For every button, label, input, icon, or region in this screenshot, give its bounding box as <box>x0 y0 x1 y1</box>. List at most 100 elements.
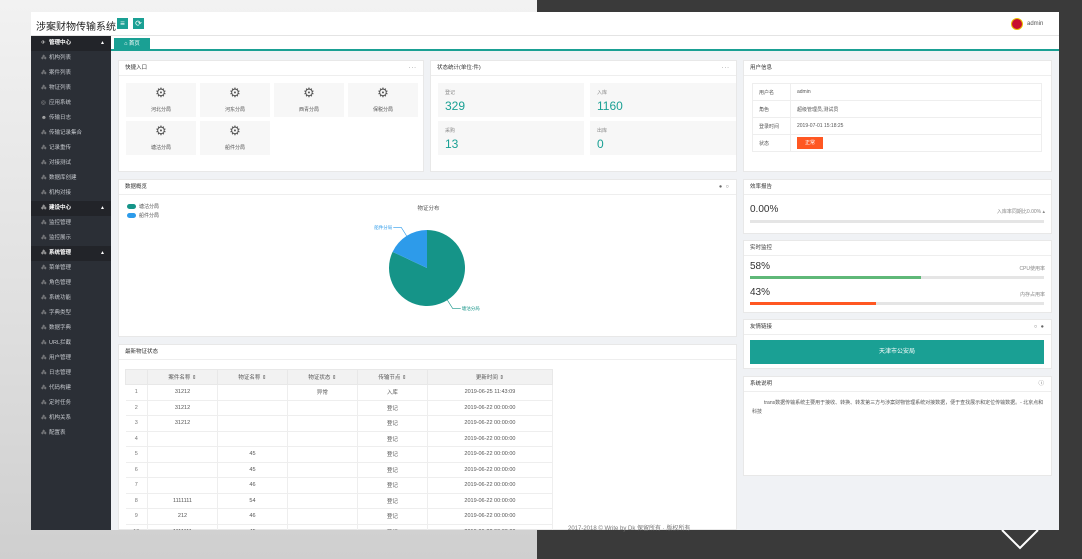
user-key: 用户名 <box>752 83 791 101</box>
sidebar-item-label: 角色管理 <box>49 280 72 286</box>
gear-icon: ⚙ <box>229 85 241 100</box>
sidebar-item[interactable]: ⁂ 监控展示 <box>31 231 111 246</box>
table-cell <box>217 431 288 447</box>
table-row[interactable]: 1 31212 异常 入库 2019-06-25 11:43:09 <box>125 384 554 401</box>
table-row[interactable]: 3 31212 登记 2019-06-22 00:00:00 <box>125 415 554 432</box>
table-row[interactable]: 8 1111111 54 登记 2019-06-22 00:00:00 <box>125 493 554 509</box>
recent-evidence-title: 最新物证状态 <box>119 345 736 360</box>
pager-dots-icon[interactable]: ○ ● <box>1033 324 1045 330</box>
sidebar-item-label: 案件列表 <box>49 70 72 76</box>
user-value: 超级管理员,测试员 <box>790 100 1042 118</box>
sidebar-item[interactable]: ⁂ 传输记录集合 <box>31 126 111 141</box>
sidebar-item[interactable]: ⁂ 对接测试 <box>31 156 111 171</box>
pager-dots-icon[interactable]: ● ○ <box>718 184 730 190</box>
quick-entry[interactable]: ⚙ 保税分局 <box>348 83 418 117</box>
pie-slice[interactable] <box>392 230 427 268</box>
sidebar-item[interactable]: ⁂ 用户管理 <box>31 351 111 366</box>
column-header[interactable]: 物证名称 ⇕ <box>216 369 288 385</box>
table-cell: 45 <box>217 446 288 463</box>
table-row[interactable]: 4 登记 2019-06-22 00:00:00 <box>125 431 554 447</box>
link-tianjin-police-button[interactable]: 天津市公安局 <box>750 340 1044 364</box>
sidebar-item-label: 对接测试 <box>49 160 72 166</box>
column-header[interactable] <box>125 369 148 385</box>
sidebar-item[interactable]: ⁂ 代码构建 <box>31 381 111 396</box>
pie-label-line <box>393 227 407 237</box>
table-row[interactable]: 9 212 46 登记 2019-06-22 00:00:00 <box>125 508 554 525</box>
tab-home[interactable]: ⌂ 首页 <box>114 38 150 51</box>
sidebar-item-label: 系统功能 <box>49 295 72 301</box>
legend-item[interactable]: 船件分局 <box>127 212 159 219</box>
table-cell: 2019-06-22 00:00:00 <box>427 431 554 447</box>
quick-entry-label: 塘沽分局 <box>150 145 171 151</box>
efficiency-value: 0.00% <box>750 204 779 215</box>
sidebar-item[interactable]: ⁂ 案件列表 <box>31 66 111 81</box>
username[interactable]: admin <box>1027 21 1044 27</box>
sidebar-item[interactable]: ⁂ 日志管理 <box>31 366 111 381</box>
status-stats-title: 状态统计(单位:件) <box>437 65 481 71</box>
sidebar-group[interactable]: ⁂ 系统管理 ▲ <box>31 246 111 261</box>
sidebar-item-label: 数据字典 <box>49 325 72 331</box>
sidebar-item[interactable]: ⁂ 机构对接 <box>31 186 111 201</box>
sidebar-group[interactable]: ⁂ 建设中心 ▲ <box>31 201 111 216</box>
quick-entry[interactable]: ⚙ 河北分局 <box>126 83 196 117</box>
quick-entry[interactable]: ⚙ 河东分局 <box>200 83 270 117</box>
sidebar-item[interactable]: ⁂ 角色管理 <box>31 276 111 291</box>
table-row[interactable]: 2 31212 登记 2019-06-22 00:00:00 <box>125 400 554 416</box>
quick-entry-label: 河东分局 <box>224 107 245 113</box>
stat-value: 13 <box>445 137 459 151</box>
menu-icon: ⁂ <box>41 190 47 196</box>
sidebar-item[interactable]: ⁂ URL拦截 <box>31 336 111 351</box>
column-header[interactable]: 更新时间 ⇕ <box>426 369 554 385</box>
sidebar-group[interactable]: ✈ 管理中心 ▲ <box>31 36 111 51</box>
sidebar-item[interactable]: ⁂ 字典类型 <box>31 306 111 321</box>
stat-label: 出库 <box>597 128 608 134</box>
sidebar-item[interactable]: ◎ 应用系统 <box>31 96 111 111</box>
more-icon[interactable]: ··· <box>408 65 417 71</box>
info-icon[interactable]: ⓘ <box>1038 381 1045 387</box>
avatar[interactable] <box>1011 18 1023 30</box>
quick-entry[interactable]: ⚙ 塘沽分局 <box>126 121 196 155</box>
sidebar-item[interactable]: ⁂ 定时任务 <box>31 396 111 411</box>
sidebar-item[interactable]: ⁂ 机构列表 <box>31 51 111 66</box>
sidebar-item[interactable]: ⁂ 记录重传 <box>31 141 111 156</box>
user-value: 2019-07-01 15:18:25 <box>790 117 1042 135</box>
menu-icon: ⁂ <box>41 70 47 76</box>
chevron-down-icon[interactable] <box>1000 528 1040 550</box>
sidebar-item[interactable]: ⁂ 数据字典 <box>31 321 111 336</box>
column-header[interactable]: 物证状态 ⇕ <box>286 369 358 385</box>
recent-evidence-table: 案件名称 ⇕ 物证名称 ⇕ 物证状态 ⇕ 传输节点 ⇕ 更新时间 ⇕ 1 31212 异常 入库… <box>125 369 554 530</box>
table-row[interactable]: 5 45 登记 2019-06-22 00:00:00 <box>125 446 554 463</box>
quick-entry-label: 河北分局 <box>150 107 171 113</box>
sidebar-item[interactable]: ⁂ 监控管理 <box>31 216 111 231</box>
quick-entry[interactable]: ⚙ 西青分局 <box>274 83 344 117</box>
menu-toggle-icon[interactable]: ≡ <box>117 18 128 29</box>
sidebar-item[interactable]: ⁂ 菜单管理 <box>31 261 111 276</box>
sidebar-item[interactable]: ⁂ 系统功能 <box>31 291 111 306</box>
sidebar-item[interactable]: ⁂ 数据库创建 <box>31 171 111 186</box>
menu-icon: ⁂ <box>41 415 47 421</box>
table-cell: 3 <box>125 415 148 432</box>
menu-icon: ⁂ <box>41 160 47 166</box>
sidebar-item[interactable]: ⁂ 物证列表 <box>31 81 111 96</box>
quick-entry-label: 保税分局 <box>372 107 393 113</box>
table-cell <box>217 384 288 401</box>
gear-icon: ⚙ <box>155 123 167 138</box>
sidebar-item[interactable]: ☻ 传输日志 <box>31 111 111 126</box>
more-icon[interactable]: ··· <box>721 65 730 71</box>
table-cell <box>287 431 358 447</box>
legend-item[interactable]: 塘沽分局 <box>127 203 159 210</box>
table-cell: 45 <box>217 524 288 530</box>
sidebar-item[interactable]: ⁂ 配置表 <box>31 426 111 441</box>
quick-entry[interactable]: ⚙ 船件分局 <box>200 121 270 155</box>
user-info-table: 用户名 admin 角色 超级管理员,测试员 登录时间 2019-07-01 15:1… <box>752 83 1042 152</box>
recent-evidence-card: 最新物证状态 案件名称 ⇕ 物证名称 ⇕ 物证状态 ⇕ 传输节点 ⇕ 更新时间 ⇕ 1 31… <box>118 344 737 530</box>
table-cell: 7 <box>125 477 148 494</box>
sidebar-item[interactable]: ⁂ 机构关系 <box>31 411 111 426</box>
table-row[interactable]: 7 46 登记 2019-06-22 00:00:00 <box>125 477 554 494</box>
table-row[interactable]: 6 45 登记 2019-06-22 00:00:00 <box>125 462 554 478</box>
column-header[interactable]: 案件名称 ⇕ <box>147 369 218 385</box>
table-cell: 1111111 <box>147 524 218 530</box>
column-header[interactable]: 传输节点 ⇕ <box>356 369 428 385</box>
refresh-icon[interactable]: ⟳ <box>133 18 144 29</box>
